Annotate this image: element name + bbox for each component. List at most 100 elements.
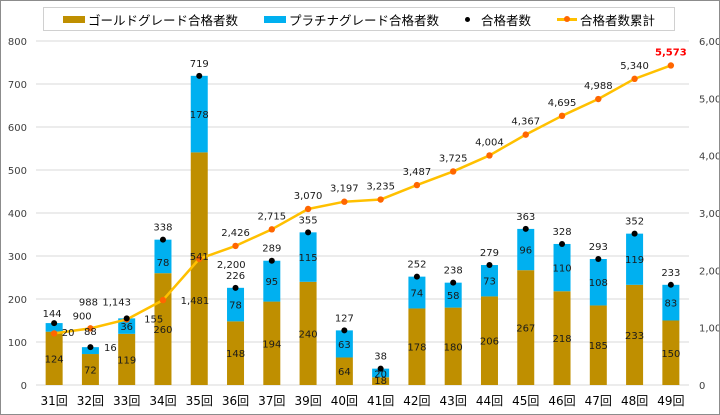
bar-label-platinum: 20 bbox=[374, 369, 387, 380]
y-tick-label: 600 bbox=[8, 123, 27, 134]
total-label: 252 bbox=[407, 260, 426, 271]
bar-label-platinum: 119 bbox=[625, 255, 644, 266]
bar-label-gold: 119 bbox=[117, 355, 136, 366]
y-tick-label: 500 bbox=[8, 166, 27, 177]
cumulative-label: 1,143 bbox=[102, 297, 131, 308]
x-tick-label: 37回 bbox=[258, 394, 285, 408]
bar-platinum bbox=[408, 276, 426, 309]
cumulative-label: 3,725 bbox=[439, 153, 468, 164]
total-label: 279 bbox=[480, 248, 499, 259]
bar-platinum bbox=[299, 232, 317, 282]
total-marker bbox=[341, 327, 348, 334]
bar-label-platinum: 20 bbox=[62, 328, 75, 339]
bar-platinum bbox=[480, 265, 498, 297]
bar-label-gold: 194 bbox=[262, 339, 281, 350]
legend-label-gold: ゴールドグレード合格者数 bbox=[87, 12, 238, 28]
y-tick-label: 200 bbox=[8, 295, 27, 306]
bar-label-gold: 185 bbox=[589, 341, 608, 352]
y2-tick-label: 0 bbox=[699, 381, 705, 392]
bar-label-gold: 541 bbox=[190, 252, 209, 263]
bar-gold bbox=[408, 308, 426, 385]
total-marker bbox=[559, 240, 566, 247]
cumulative-marker bbox=[232, 242, 239, 250]
bar-gold bbox=[299, 281, 317, 385]
cumulative-label: 3,235 bbox=[366, 182, 395, 193]
cumulative-marker bbox=[50, 330, 58, 337]
total-marker bbox=[522, 225, 529, 232]
bar-label-gold: 178 bbox=[407, 343, 426, 354]
bar-label-gold: 267 bbox=[516, 324, 535, 335]
cumulative-label: 2,200 bbox=[217, 260, 246, 271]
bar-label-platinum: 78 bbox=[229, 301, 242, 312]
cumulative-marker bbox=[558, 112, 566, 120]
bar-label-platinum: 63 bbox=[338, 340, 351, 351]
bar-label-platinum: 178 bbox=[190, 110, 209, 121]
x-tick-label: 40回 bbox=[331, 394, 358, 408]
total-marker bbox=[123, 315, 130, 322]
total-label: 293 bbox=[589, 242, 608, 253]
x-tick-label: 39回 bbox=[294, 394, 321, 408]
bar-platinum bbox=[45, 323, 63, 332]
bar-label-platinum: 83 bbox=[664, 299, 677, 310]
cumulative-marker bbox=[631, 75, 638, 83]
bar-label-gold: 124 bbox=[45, 354, 64, 365]
total-marker bbox=[51, 320, 58, 327]
cumulative-marker bbox=[413, 181, 421, 189]
cumulative-label: 2,426 bbox=[221, 228, 250, 239]
x-tick-label: 35回 bbox=[186, 394, 213, 408]
chart-legend: ゴールドグレード合格者数 プラチナグレード合格者数 合格者数 合格者数累計 bbox=[43, 7, 675, 31]
bar-gold bbox=[335, 357, 353, 385]
total-label: 38 bbox=[374, 352, 387, 363]
cumulative-marker bbox=[268, 226, 276, 233]
cumulative-label: 1,481 bbox=[181, 296, 210, 307]
y-tick-label: 800 bbox=[8, 37, 27, 48]
total-marker bbox=[268, 257, 275, 264]
x-tick-label: 33回 bbox=[113, 394, 140, 408]
y2-tick-label: 4,000 bbox=[699, 152, 719, 163]
y2-tick-label: 6,000 bbox=[699, 37, 719, 48]
x-tick-label: 36回 bbox=[222, 394, 249, 408]
x-tick-label: 46回 bbox=[548, 394, 575, 408]
cumulative-marker bbox=[87, 325, 94, 332]
cumulative-label: 4,695 bbox=[548, 98, 577, 109]
bar-gold bbox=[45, 331, 63, 385]
y2-tick-label: 3,000 bbox=[699, 209, 719, 220]
total-marker bbox=[486, 262, 493, 269]
bar-gold bbox=[589, 305, 607, 385]
cumulative-marker bbox=[595, 95, 602, 103]
total-label: 155 bbox=[144, 314, 163, 325]
total-label: 719 bbox=[190, 59, 209, 70]
cumulative-marker bbox=[159, 296, 167, 304]
total-marker bbox=[631, 230, 638, 237]
bar-label-gold: 18 bbox=[374, 376, 387, 387]
legend-label-platinum: プラチナグレード合格者数 bbox=[288, 12, 439, 28]
bar-platinum bbox=[372, 368, 390, 378]
y-tick-label: 300 bbox=[8, 252, 27, 263]
cumulative-label: 3,197 bbox=[330, 184, 359, 195]
total-label: 338 bbox=[153, 223, 172, 234]
cumulative-label: 2,715 bbox=[257, 211, 286, 222]
bar-platinum bbox=[626, 233, 644, 285]
y-tick-label: 0 bbox=[21, 381, 27, 392]
bar-gold bbox=[227, 321, 245, 385]
x-tick-label: 49回 bbox=[657, 394, 684, 408]
total-label: 355 bbox=[299, 215, 318, 226]
bar-label-platinum: 108 bbox=[589, 278, 608, 289]
x-tick-label: 41回 bbox=[367, 394, 394, 408]
legend-swatch-cumulative-line bbox=[557, 15, 578, 22]
total-label: 144 bbox=[43, 309, 62, 320]
total-marker bbox=[413, 273, 420, 280]
total-label: 233 bbox=[661, 268, 680, 279]
cumulative-marker bbox=[522, 131, 529, 138]
total-marker bbox=[667, 281, 674, 288]
bar-label-platinum: 95 bbox=[265, 277, 278, 288]
legend-label-cumulative: 合格者数累計 bbox=[580, 12, 656, 28]
bar-label-gold: 72 bbox=[84, 366, 97, 377]
bar-gold bbox=[444, 307, 462, 385]
x-tick-label: 47回 bbox=[585, 394, 612, 408]
legend-item-total: 合格者数 bbox=[465, 10, 531, 29]
total-label: 352 bbox=[625, 217, 644, 228]
x-tick-label: 43回 bbox=[440, 394, 467, 408]
